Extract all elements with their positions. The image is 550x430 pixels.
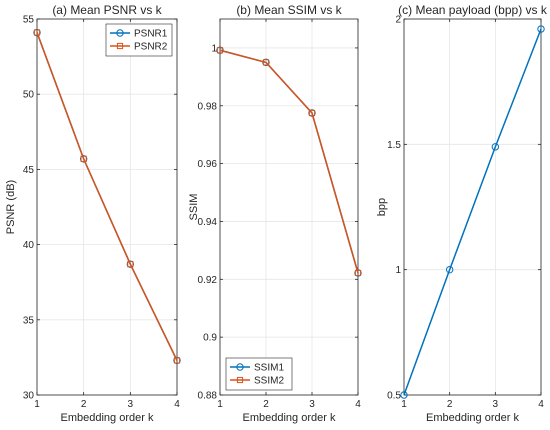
legend-marker <box>116 29 124 37</box>
x-tick-label: 4 <box>538 399 544 410</box>
data-point <box>216 47 224 54</box>
chart-panel-2: 1 2 3 4 0.88 0.9 0.92 0.94 0.96 0.98 1 (b) Mean SSI… <box>188 3 362 424</box>
x-tick-label: 4 <box>174 399 180 410</box>
y-tick-label: 0.94 <box>198 217 218 228</box>
x-tick-label: 2 <box>447 399 453 410</box>
axes-box <box>403 18 542 396</box>
legend-marker <box>236 363 244 371</box>
data-point <box>216 46 224 54</box>
data-point <box>33 28 41 37</box>
data-point <box>491 143 500 151</box>
y-tick-label: 55 <box>23 15 35 26</box>
chart-title: (a) Mean PSNR vs k <box>52 3 162 17</box>
legend: PSNR1 PSNR2 <box>105 23 173 57</box>
data-point <box>354 269 362 277</box>
legend-label: SSIM1 <box>254 363 284 374</box>
y-axis-label: bpp <box>376 198 388 216</box>
x-tick-label: 2 <box>81 399 87 410</box>
data-point <box>80 155 87 162</box>
legend-marker <box>116 42 124 50</box>
x-tick-label: 3 <box>493 399 499 410</box>
x-tick-label: 3 <box>128 399 134 410</box>
data-point <box>354 269 362 277</box>
y-tick-label: 2 <box>395 15 401 26</box>
x-tick-label: 1 <box>401 399 407 410</box>
plot-area <box>220 19 358 395</box>
data-point <box>173 357 181 364</box>
y-tick-label: 0.96 <box>198 159 218 170</box>
y-tick-label: 50 <box>23 90 35 101</box>
axes-box <box>219 18 359 396</box>
data-point <box>262 58 270 67</box>
x-tick-label: 3 <box>309 399 315 410</box>
legend-box <box>225 357 293 391</box>
series-line-1 <box>403 28 542 396</box>
y-tick-label: 0.9 <box>203 333 217 344</box>
data-point <box>308 109 316 117</box>
y-tick-label: 1.5 <box>387 140 401 151</box>
axes-box <box>36 18 178 396</box>
data-point <box>126 260 135 268</box>
chart-panel-3: 1 2 3 40.511.52(c) Mean payload (bpp) vs kE… <box>376 3 548 424</box>
x-tick-label: 1 <box>34 399 40 410</box>
x-axis-label: Embedding order k <box>61 412 154 424</box>
chart-title: (b) Mean SSIM vs k <box>236 3 342 17</box>
y-axis-label: SSIM <box>188 194 200 221</box>
y-tick-label: 35 <box>23 315 35 326</box>
series-line-2 <box>219 49 359 274</box>
y-tick-label: 0.98 <box>198 101 218 112</box>
data-point <box>308 109 316 117</box>
data-point <box>79 155 88 163</box>
data-point <box>33 29 41 36</box>
plot-area <box>37 19 177 395</box>
data-point <box>262 59 270 66</box>
series-line-2 <box>36 32 178 361</box>
y-tick-label: 45 <box>23 165 35 176</box>
y-axis-label: PSNR (dB) <box>5 180 17 234</box>
legend-marker <box>236 376 244 384</box>
y-tick-label: 30 <box>23 391 35 402</box>
y-tick-label: 1 <box>211 43 217 54</box>
legend-label: SSIM2 <box>254 376 284 387</box>
legend: SSIM1 SSIM2 <box>225 357 293 391</box>
x-axis-label: Embedding order k <box>243 412 336 424</box>
legend-box <box>105 23 173 57</box>
legend-label: PSNR1 <box>134 29 168 40</box>
y-tick-label: 40 <box>23 240 35 251</box>
y-tick-label: 1 <box>395 265 401 276</box>
y-tick-label: 0.88 <box>198 391 218 402</box>
x-tick-label: 2 <box>263 399 269 410</box>
x-tick-label: 1 <box>217 399 223 410</box>
data-point <box>400 391 408 399</box>
y-tick-label: 0.5 <box>387 391 401 402</box>
chart-title: (c) Mean payload (bpp) vs k <box>398 3 548 17</box>
data-point <box>537 25 545 33</box>
data-point <box>127 261 134 268</box>
x-axis-label: Embedding order k <box>426 412 519 424</box>
data-point <box>173 356 181 365</box>
legend-label: PSNR2 <box>134 42 168 53</box>
data-point <box>445 265 454 274</box>
x-tick-label: 4 <box>355 399 361 410</box>
chart-panel-1: 1 2 3 4 30 35 40 45 50 55 (a) Mean PSNR vs k Embedd… <box>5 3 181 424</box>
y-tick-label: 0.92 <box>198 275 218 286</box>
